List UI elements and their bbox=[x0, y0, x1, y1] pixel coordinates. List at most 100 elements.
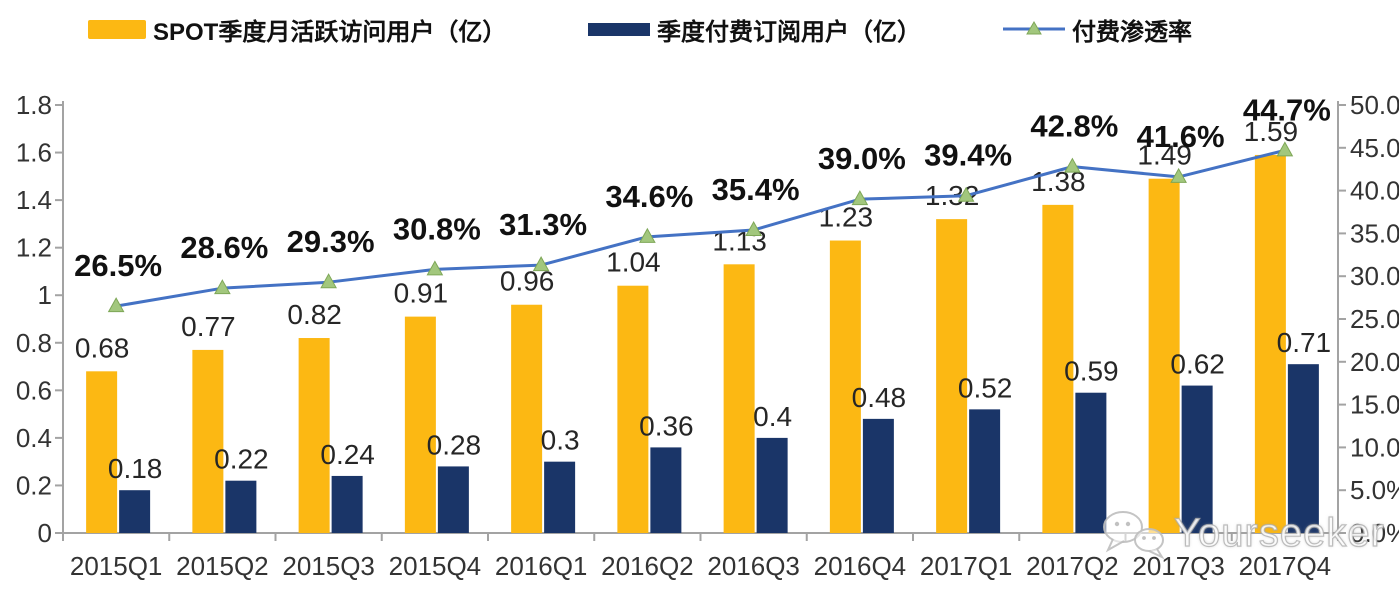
right-axis-tick-label: 45.0% bbox=[1350, 133, 1399, 163]
right-axis-tick-label: 10.0% bbox=[1350, 432, 1399, 462]
x-axis-category-label: 2015Q2 bbox=[176, 551, 269, 581]
x-axis-category-label: 2016Q2 bbox=[601, 551, 694, 581]
left-axis-tick-label: 0.4 bbox=[16, 423, 52, 453]
x-axis-category-label: 2015Q3 bbox=[282, 551, 375, 581]
bar-mau bbox=[1148, 178, 1180, 533]
bar-mau bbox=[829, 240, 861, 534]
triangle-marker-icon bbox=[639, 227, 656, 243]
penetration-percent-label: 42.8% bbox=[1030, 109, 1118, 144]
legend-item-mau: SPOT季度月活跃访问用户（亿） bbox=[88, 12, 506, 46]
triangle-marker-icon bbox=[107, 297, 125, 313]
bar-mau-value-label: 0.91 bbox=[394, 278, 449, 309]
bar-subs-value-label: 0.28 bbox=[427, 429, 482, 460]
bar-subs-value-label: 0.3 bbox=[541, 425, 580, 456]
penetration-percent-label: 31.3% bbox=[499, 207, 587, 242]
penetration-percent-label: 41.6% bbox=[1137, 119, 1225, 154]
x-axis-category-label: 2016Q1 bbox=[495, 551, 588, 581]
legend-item-penetration: 付费渗透率 bbox=[1003, 12, 1192, 46]
x-axis-category-label: 2017Q3 bbox=[1132, 551, 1225, 581]
triangle-marker-icon bbox=[320, 273, 337, 289]
right-axis-tick-label: 15.0% bbox=[1350, 390, 1399, 420]
bar-subs bbox=[756, 437, 788, 533]
left-axis-tick-label: 1.6 bbox=[16, 138, 52, 168]
bar-mau bbox=[298, 338, 330, 533]
right-axis-tick-label: 5.0% bbox=[1350, 475, 1399, 505]
x-axis-category-label: 2017Q4 bbox=[1239, 551, 1332, 581]
legend-item-subs: 季度付费订阅用户（亿） bbox=[588, 12, 921, 46]
triangle-marker-icon bbox=[214, 279, 231, 295]
left-axis-tick-label: 0.6 bbox=[16, 375, 52, 405]
bar-subs-value-label: 0.48 bbox=[852, 382, 907, 413]
bar-subs bbox=[225, 480, 257, 533]
bar-mau-value-label: 0.77 bbox=[181, 311, 236, 342]
right-axis-tick-label: 30.0% bbox=[1350, 261, 1399, 291]
penetration-percent-label: 29.3% bbox=[287, 224, 375, 259]
penetration-percent-label: 26.5% bbox=[74, 248, 162, 283]
triangle-marker-icon bbox=[1170, 167, 1187, 183]
legend-swatch-mau-bar bbox=[88, 19, 146, 39]
legend-label-penetration: 付费渗透率 bbox=[1072, 18, 1192, 46]
bar-mau-value-label: 1.23 bbox=[819, 202, 874, 233]
left-axis-tick-label: 0 bbox=[38, 518, 52, 548]
bar-mau bbox=[1254, 154, 1286, 533]
right-axis-tick-label: 0.0% bbox=[1350, 518, 1399, 548]
triangle-marker-icon bbox=[1276, 141, 1294, 157]
penetration-percent-label: 39.4% bbox=[924, 138, 1012, 173]
bar-mau bbox=[936, 219, 968, 533]
penetration-percent-label: 34.6% bbox=[605, 179, 693, 214]
penetration-percent-label: 35.4% bbox=[712, 172, 800, 207]
bar-subs bbox=[437, 466, 469, 533]
left-axis-tick-label: 0.2 bbox=[16, 470, 52, 500]
right-axis-tick-label: 25.0% bbox=[1350, 304, 1399, 334]
triangle-marker-icon bbox=[1064, 157, 1081, 173]
bar-subs bbox=[544, 461, 576, 533]
bar-subs-value-label: 0.24 bbox=[320, 439, 375, 470]
bar-subs bbox=[862, 418, 894, 533]
bar-subs-value-label: 0.18 bbox=[108, 453, 163, 484]
bar-mau bbox=[1042, 204, 1074, 533]
bar-subs bbox=[1287, 364, 1319, 533]
x-axis-category-label: 2016Q3 bbox=[707, 551, 800, 581]
x-axis-category-label: 2015Q1 bbox=[70, 551, 163, 581]
bar-subs bbox=[969, 409, 1001, 533]
left-axis-tick-label: 1.4 bbox=[16, 185, 52, 215]
bar-mau bbox=[192, 349, 224, 533]
x-axis-category-label: 2017Q1 bbox=[920, 551, 1013, 581]
bar-subs-value-label: 0.71 bbox=[1277, 327, 1332, 358]
legend-label-subs: 季度付费订阅用户（亿） bbox=[657, 18, 921, 46]
triangle-marker-icon bbox=[851, 190, 869, 206]
x-axis-category-label: 2015Q4 bbox=[389, 551, 482, 581]
bar-mau bbox=[511, 304, 543, 533]
penetration-percent-label: 30.8% bbox=[393, 211, 481, 246]
bar-mau bbox=[723, 264, 755, 533]
triangle-marker-icon bbox=[532, 256, 550, 272]
bar-mau bbox=[617, 285, 649, 533]
bar-subs-value-label: 0.22 bbox=[214, 444, 269, 475]
bar-subs bbox=[1075, 392, 1107, 533]
penetration-percent-label: 44.7% bbox=[1243, 92, 1331, 127]
penetration-line bbox=[115, 148, 1286, 308]
bar-mau-value-label: 0.68 bbox=[75, 332, 130, 363]
bar-subs bbox=[650, 447, 682, 533]
bar-subs-value-label: 0.59 bbox=[1064, 356, 1119, 387]
bar-subs bbox=[119, 490, 151, 533]
x-axis-category-label: 2017Q2 bbox=[1026, 551, 1119, 581]
bar-subs-value-label: 0.4 bbox=[753, 401, 792, 432]
right-axis-tick-label: 35.0% bbox=[1350, 218, 1399, 248]
left-axis-tick-label: 0.8 bbox=[16, 328, 52, 358]
left-axis-tick-label: 1.8 bbox=[16, 90, 52, 120]
left-axis-tick-label: 1 bbox=[38, 280, 52, 310]
legend-triangle-marker-icon bbox=[1026, 21, 1042, 35]
left-axis-tick-label: 1.2 bbox=[16, 233, 52, 263]
bar-mau bbox=[404, 316, 436, 533]
x-axis-category-label: 2016Q4 bbox=[814, 551, 907, 581]
bar-mau-value-label: 1.59 bbox=[1244, 116, 1299, 147]
bar-mau-value-label: 1.04 bbox=[606, 247, 661, 278]
legend-swatch-subs-bar bbox=[588, 22, 650, 36]
right-axis-tick-label: 20.0% bbox=[1350, 347, 1399, 377]
right-axis-tick-label: 50.0% bbox=[1350, 90, 1399, 120]
penetration-percent-label: 28.6% bbox=[180, 230, 268, 265]
triangle-marker-icon bbox=[957, 186, 975, 202]
